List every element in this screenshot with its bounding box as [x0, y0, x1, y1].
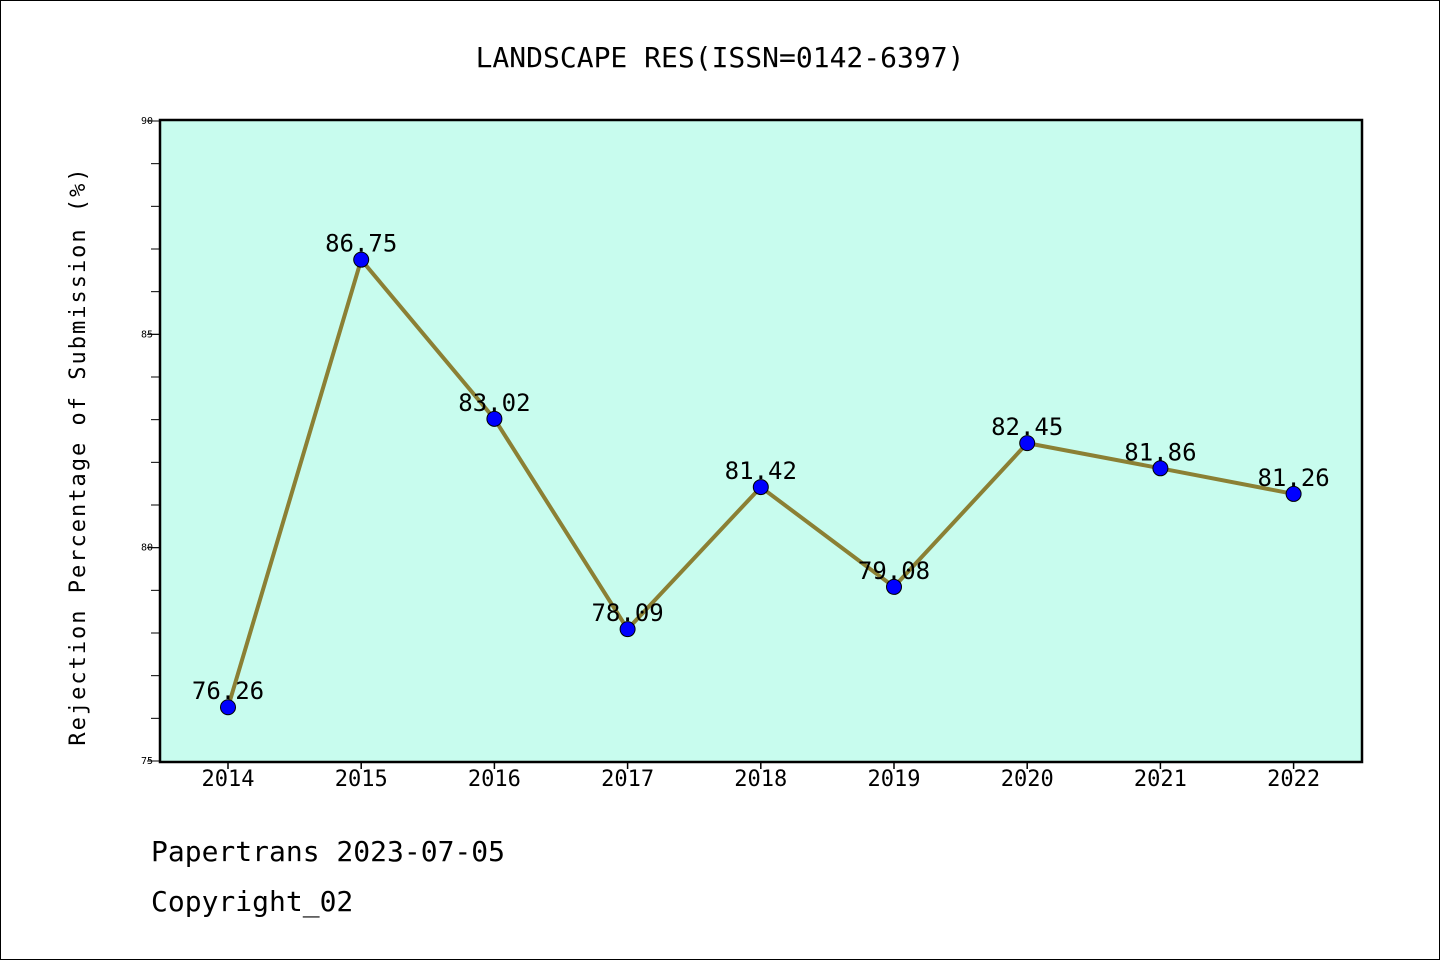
data-point	[886, 578, 902, 595]
data-label: 82.45	[991, 413, 1063, 441]
footer-date: Papertrans 2023-07-05	[151, 835, 506, 868]
x-tick-label: 2018	[734, 767, 787, 792]
data-point	[220, 699, 236, 716]
x-tick-label: 2015	[335, 767, 388, 792]
series-layer	[220, 251, 1302, 716]
data-label: 81.42	[725, 457, 797, 485]
data-point	[752, 479, 769, 496]
data-label: 83.02	[458, 389, 530, 417]
y-tick-label: 75	[141, 756, 153, 767]
data-labels: 76.26 86.75 83.02 78.09 81.42 79.08 82.45 81.86…	[192, 230, 1330, 706]
x-tick-label: 2016	[468, 767, 521, 792]
data-label: 81.26	[1257, 464, 1329, 492]
data-label: 78.09	[591, 599, 663, 627]
line-chart: LANDSCAPE RES(ISSN=0142-6397) Rejection …	[66, 41, 1364, 792]
x-tick-label: 2020	[1001, 767, 1054, 792]
y-axis: 75 80 85 90	[141, 116, 161, 767]
y-tick-label: 80	[141, 543, 153, 554]
data-point	[1152, 460, 1169, 477]
y-tick-label: 90	[141, 116, 153, 127]
data-label: 76.26	[192, 677, 264, 705]
plot-area	[158, 118, 1364, 764]
footer-copyright: Copyright_02	[151, 885, 354, 918]
y-tick-label: 85	[141, 329, 153, 340]
x-tick-label: 2019	[868, 767, 921, 792]
x-tick-label: 2017	[601, 767, 654, 792]
data-point	[1285, 485, 1302, 502]
x-tick-label: 2022	[1267, 767, 1320, 792]
data-label: 79.08	[858, 557, 930, 585]
x-tick-label: 2014	[202, 767, 255, 792]
data-label: 81.86	[1124, 438, 1196, 466]
data-point	[619, 621, 636, 638]
data-point	[1019, 435, 1036, 452]
x-tick-label: 2021	[1134, 767, 1187, 792]
data-point	[353, 251, 370, 268]
chart-title: LANDSCAPE RES(ISSN=0142-6397)	[476, 41, 965, 74]
y-axis-label: Rejection Percentage of Submission (%)	[66, 166, 91, 745]
data-point	[486, 410, 503, 427]
data-label: 86.75	[325, 230, 397, 258]
x-axis: 2014 2015 2016 2017 2018 2019 2020 2021 2022	[202, 761, 1320, 792]
